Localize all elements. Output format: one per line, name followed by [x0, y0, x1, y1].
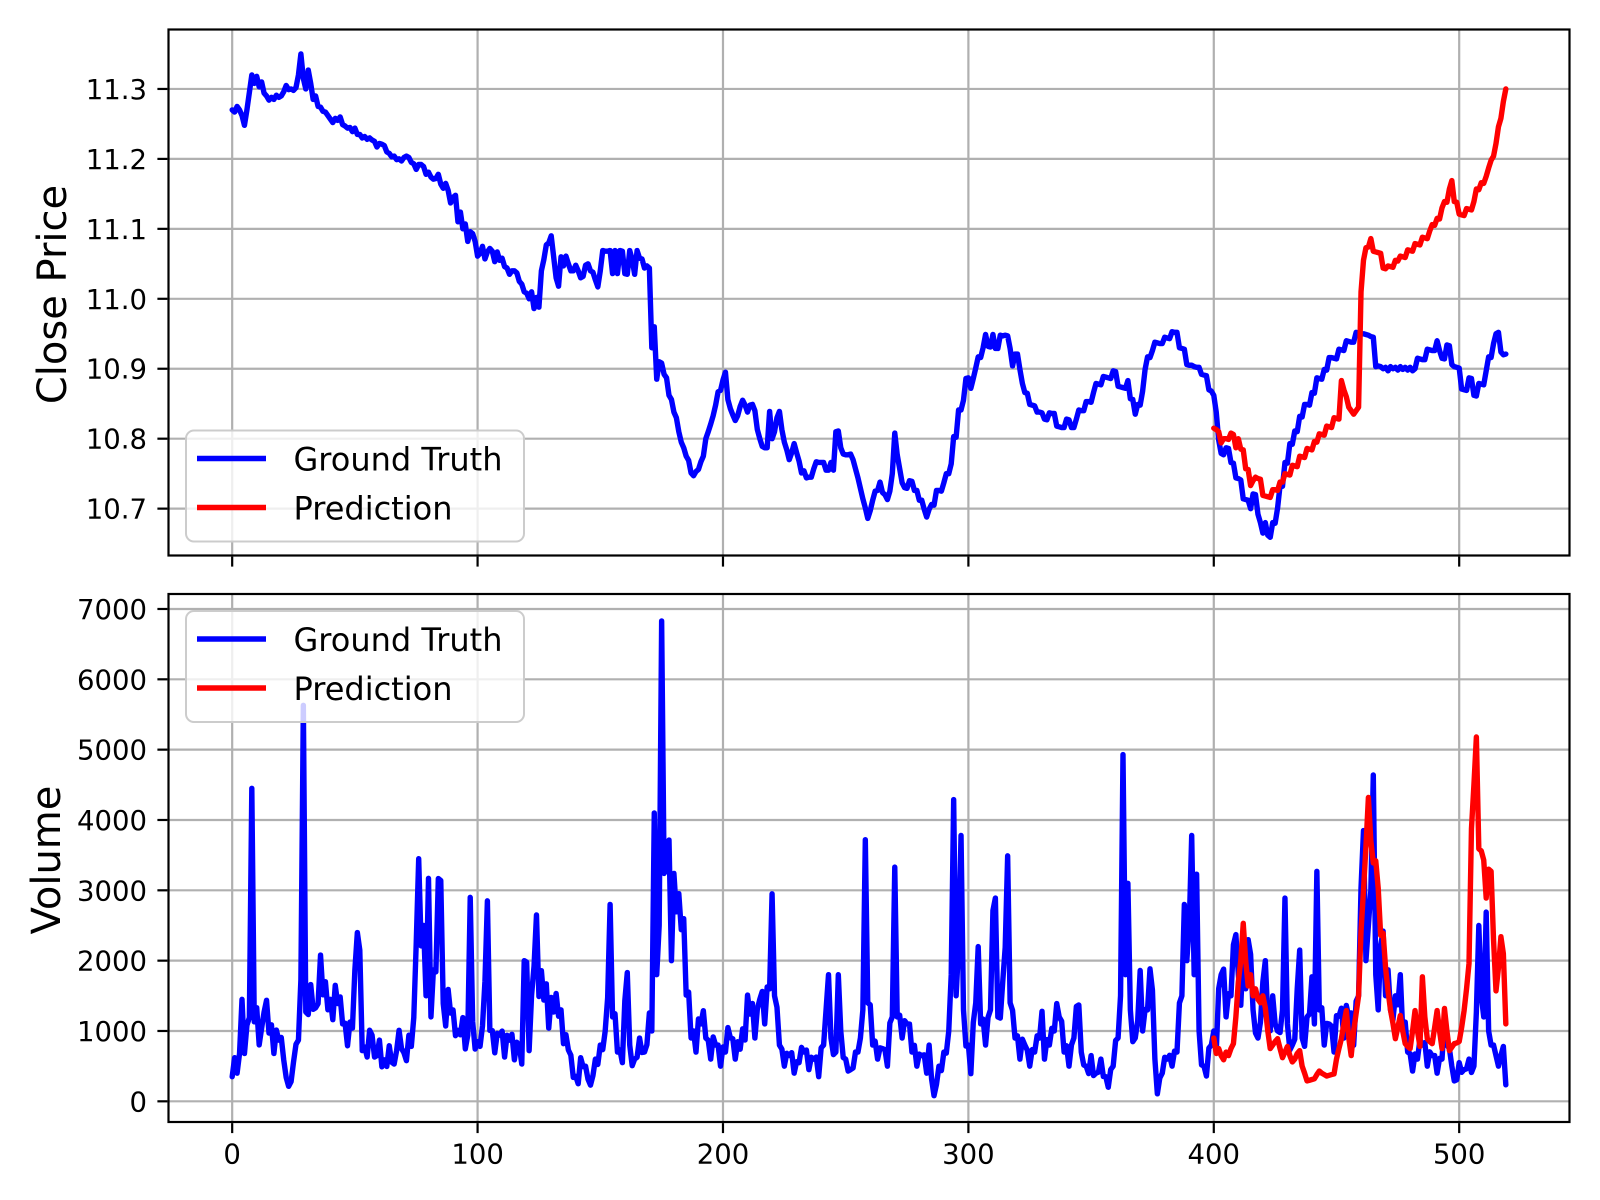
y-tick-label: 11.0 [86, 284, 147, 316]
y-axis-label: Volume [24, 786, 70, 935]
volume-subplot: 0 100 200 300 400 500010002000300040005000600… [24, 592, 1571, 1171]
legend: Ground Truth Prediction [185, 429, 525, 543]
y-tick-label: 6000 [77, 664, 147, 696]
ticks: 0 100 200 300 400 500010002000300040005000600… [77, 594, 1485, 1171]
legend-label: Prediction [294, 670, 453, 708]
x-tick-label: 400 [1188, 1139, 1241, 1171]
x-tick-label: 300 [942, 1139, 995, 1171]
x-tick-label: 200 [697, 1139, 750, 1171]
y-tick-label: 11.1 [86, 214, 147, 246]
y-tick-label: 5000 [77, 735, 147, 767]
ticks: 10.7 10.8 10.9 11.0 11.1 11.2 11.3 [86, 74, 1461, 567]
y-axis-label: Close Price [30, 185, 76, 404]
legend-label: Ground Truth [294, 441, 503, 479]
y-tick-label: 10.9 [86, 354, 147, 386]
ground-truth-line [229, 51, 1509, 541]
price-subplot: 10.7 10.8 10.9 11.0 11.1 11.2 11.3 Close Price G… [30, 28, 1571, 567]
y-tick-label: 7000 [77, 594, 147, 626]
ground-truth-line [229, 618, 1509, 1099]
x-tick-label: 0 [223, 1139, 241, 1171]
prediction-line [1211, 734, 1509, 1084]
gridlines [168, 594, 1570, 1122]
y-tick-label: 0 [130, 1086, 148, 1118]
legend: Ground Truth Prediction [185, 610, 525, 723]
x-tick-label: 500 [1433, 1139, 1486, 1171]
y-tick-label: 11.2 [86, 144, 147, 176]
legend-box [185, 429, 525, 543]
x-tick-label: 100 [451, 1139, 504, 1171]
y-tick-label: 11.3 [86, 74, 147, 106]
y-tick-label: 10.7 [86, 494, 147, 526]
y-tick-label: 2000 [77, 946, 147, 978]
axes-frame [167, 592, 1571, 1124]
legend-box [185, 610, 525, 723]
prediction-line [1211, 86, 1509, 501]
legend-label: Prediction [294, 490, 453, 528]
y-tick-label: 10.8 [86, 424, 147, 456]
legend-label: Ground Truth [294, 621, 503, 659]
axes-frame [167, 28, 1571, 557]
y-tick-label: 4000 [77, 805, 147, 837]
y-tick-label: 3000 [77, 875, 147, 907]
y-tick-label: 1000 [77, 1016, 147, 1048]
